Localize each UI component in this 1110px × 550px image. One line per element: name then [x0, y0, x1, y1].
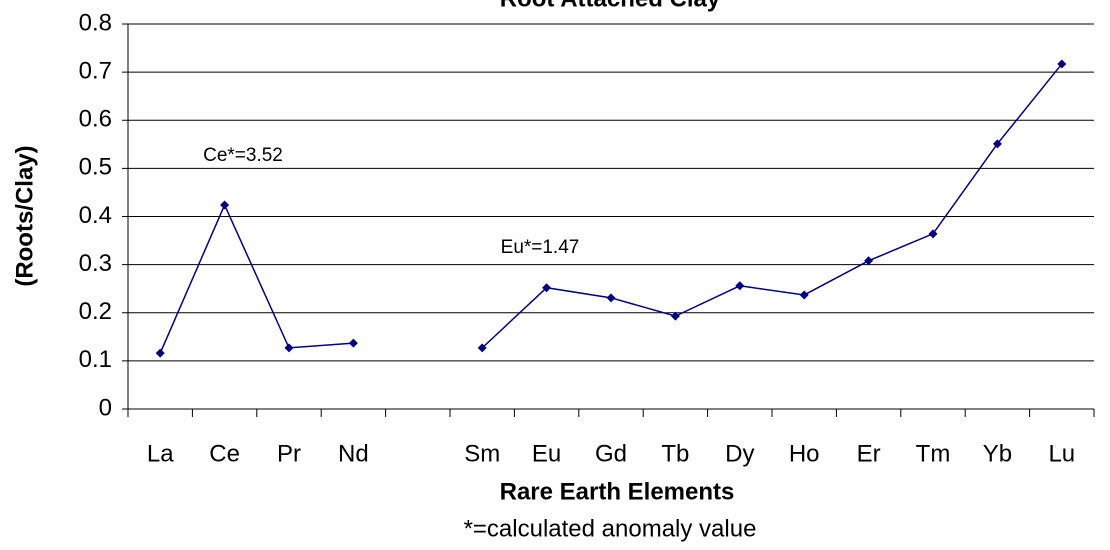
annotation: Ce*=3.52 — [203, 145, 283, 166]
marker — [992, 139, 1002, 149]
marker — [928, 229, 938, 239]
x-tick-label: Lu — [1048, 440, 1075, 467]
x-tick-label: Dy — [725, 440, 754, 467]
marker — [542, 283, 552, 293]
marker — [670, 311, 680, 321]
y-tick-label: 0 — [99, 394, 112, 421]
y-tick-label: 0.5 — [79, 154, 112, 181]
x-tick-label: Yb — [983, 440, 1012, 467]
line — [159, 63, 1063, 354]
x-tick-label: Tb — [661, 440, 689, 467]
y-tick-label: 0.4 — [79, 202, 112, 229]
x-tick-label: Gd — [595, 440, 627, 467]
x-axis-title: Rare Earth Elements — [500, 478, 735, 505]
y-tick-label: 0.2 — [79, 298, 112, 325]
marker — [220, 200, 230, 210]
marker — [606, 293, 616, 303]
x-tick-label: La — [147, 440, 174, 467]
y-tick-label: 0.1 — [79, 346, 112, 373]
x-tick-label: Ce — [209, 440, 240, 467]
y-tick-label: 0.6 — [79, 106, 112, 133]
marker — [1057, 59, 1067, 69]
marker — [284, 343, 294, 353]
marker — [799, 290, 809, 300]
x-tick-label: Er — [857, 440, 881, 467]
annotation: Eu*=1.47 — [501, 237, 580, 258]
chart-title: Root Attached Clay — [500, 0, 721, 12]
marker — [864, 256, 874, 266]
x-tick-label: Eu — [532, 440, 561, 467]
marker — [735, 281, 745, 291]
x-tick-label: Nd — [338, 440, 369, 467]
marker — [348, 338, 358, 348]
x-tick-label: Ho — [789, 440, 820, 467]
x-tick-label: Tm — [916, 440, 951, 467]
marker — [155, 348, 165, 358]
marker — [477, 343, 487, 353]
y-axis-title: (Roots/Clay) — [11, 145, 38, 286]
footnote: *=calculated anomaly value — [464, 515, 757, 542]
y-tick-label: 0.3 — [79, 250, 112, 277]
x-tick-label: Pr — [277, 440, 301, 467]
y-tick-label: 0.8 — [79, 9, 112, 36]
y-tick-label: 0.7 — [79, 57, 112, 84]
x-tick-label: Sm — [464, 440, 500, 467]
